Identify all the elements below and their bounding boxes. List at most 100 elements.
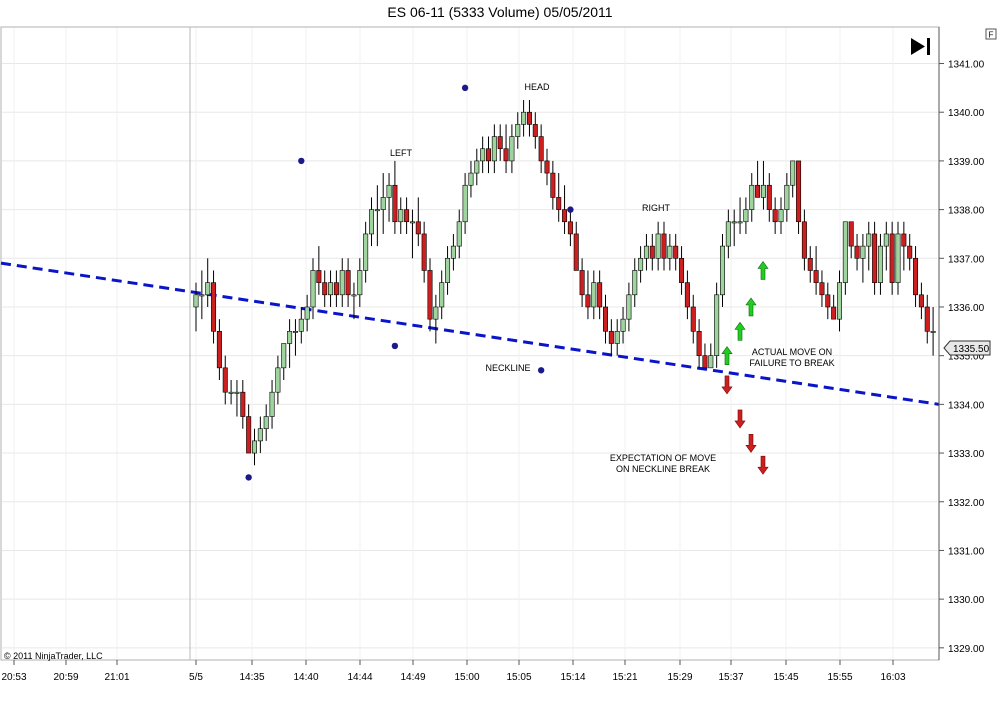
candle-body-down (345, 270, 351, 296)
candle-body-down (684, 282, 690, 308)
candle-body-down (907, 245, 913, 259)
up-arrow-icon (757, 260, 769, 280)
down-arrow-icon (734, 409, 746, 429)
y-axis: 1329.00 1330.00 1331.00 1332.00 1333.00 1334.… (938, 27, 985, 660)
candle-body-down (550, 172, 556, 198)
candle-body-down (597, 282, 603, 308)
candle (275, 355, 281, 405)
candle-body-up (252, 440, 258, 454)
annotation-expectation-2: ON NECKLINE BREAK (616, 464, 710, 474)
candle-body-up (731, 221, 737, 224)
candle (287, 319, 293, 368)
y-tick-label: 1341.00 (948, 60, 985, 71)
candle-body-up (292, 331, 298, 333)
candle-body-down (556, 197, 562, 210)
candle-body-up (860, 245, 866, 259)
candle-body-up (620, 318, 626, 332)
candle (579, 258, 585, 307)
candle-body-down (526, 111, 532, 125)
candle-body-down (246, 416, 252, 454)
f-button[interactable]: F (985, 28, 997, 40)
x-tick-label: 21:01 (104, 672, 129, 683)
candle (602, 294, 608, 344)
candle (228, 380, 234, 405)
candle-body-down (831, 306, 837, 320)
candle (801, 209, 807, 271)
candle-body-up (737, 221, 743, 224)
candle (462, 173, 468, 234)
candle-body-up (281, 343, 287, 369)
candle-body-up (749, 184, 755, 210)
candle (866, 221, 872, 271)
candle-body-down (562, 209, 568, 223)
candle-body-up (778, 209, 784, 223)
candle (848, 221, 854, 259)
candle-body-up (883, 233, 889, 247)
x-tick-label: 16:03 (880, 672, 905, 683)
down-arrow-shape (757, 455, 769, 475)
candle (515, 112, 521, 149)
x-tick-label: 15:29 (667, 672, 692, 683)
y-tick-label: 1331.00 (948, 546, 985, 557)
pivot-marker (298, 157, 305, 165)
candle-body-down (222, 367, 228, 393)
candle (725, 209, 731, 259)
candle (497, 124, 503, 161)
candle (731, 209, 737, 247)
candle (825, 282, 831, 320)
candle-body-up (304, 306, 310, 320)
candle-body-down (567, 221, 573, 235)
candle-body-up (445, 257, 451, 283)
candle (638, 246, 644, 283)
y-tick-label: 1333.00 (948, 449, 985, 460)
x-tick-label: 14:40 (293, 672, 318, 683)
candle (216, 319, 222, 381)
candle (766, 173, 772, 222)
candle-body-down (608, 331, 614, 344)
candle-body-up (614, 331, 620, 344)
candle-body-up (895, 233, 901, 283)
x-tick-label: 15:45 (773, 672, 798, 683)
candle-body-down (796, 160, 802, 223)
candle-body-down (772, 209, 778, 223)
candle (673, 233, 679, 271)
candle (538, 124, 544, 174)
candle (714, 282, 720, 368)
candle-body-down (673, 245, 679, 259)
candle (842, 221, 848, 295)
candle (626, 282, 632, 332)
candle-body-down (807, 257, 813, 271)
candle-body-down (819, 282, 825, 296)
candle-body-up (509, 136, 515, 162)
candle (211, 270, 217, 344)
copyright-text: © 2011 NinjaTrader, LLC (4, 651, 103, 661)
y-tick-label: 1332.00 (948, 498, 985, 509)
candle (445, 246, 451, 295)
candle-body-down (602, 306, 608, 332)
candle-body-up (368, 209, 374, 235)
skip-to-end-icon[interactable] (911, 38, 930, 55)
candle-body-up (468, 172, 474, 186)
x-tick-label: 20:53 (1, 672, 26, 683)
x-tick-label: 14:49 (400, 672, 425, 683)
candle (409, 209, 415, 259)
candle (872, 221, 878, 295)
candle-body-down (696, 331, 702, 356)
candle-body-down (690, 306, 696, 332)
candle (333, 270, 339, 307)
candle (649, 233, 655, 271)
f-button-label: F (989, 31, 994, 40)
candle (351, 282, 357, 320)
candle-body-down (679, 257, 685, 283)
candle (246, 404, 252, 454)
candle (831, 294, 837, 320)
candle-body-down (415, 221, 421, 235)
candle (345, 258, 351, 307)
candle (386, 173, 392, 222)
neckline-layer (0, 261, 940, 406)
candle-body-down (585, 294, 591, 308)
candle-body-up (591, 282, 597, 308)
down-arrow-shape (734, 409, 746, 429)
x-tick-label: 14:44 (347, 672, 372, 683)
